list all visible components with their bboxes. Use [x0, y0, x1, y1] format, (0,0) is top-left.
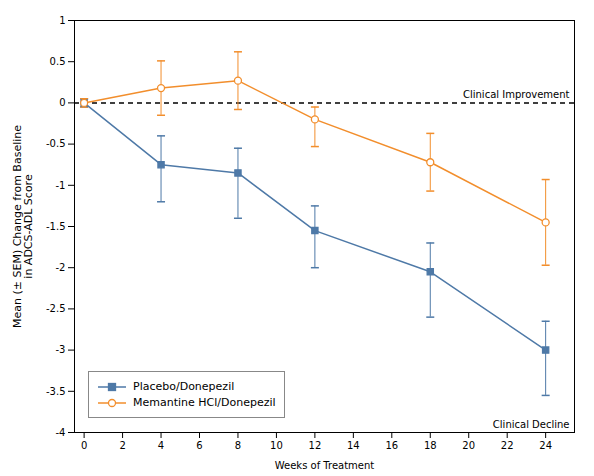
svg-text:Clinical Decline: Clinical Decline — [493, 419, 570, 430]
svg-text:Weeks of Treatment: Weeks of Treatment — [275, 460, 375, 471]
html-text:Placebo/Donepezil: Placebo/Donepezil — [133, 380, 235, 393]
svg-text:0.5: 0.5 — [50, 56, 66, 67]
svg-text:Mean (± SEM) Change from Basel: Mean (± SEM) Change from Baselinein ADCS… — [11, 125, 35, 328]
svg-text:-2: -2 — [56, 262, 66, 273]
svg-text:0: 0 — [59, 97, 65, 108]
svg-text:22: 22 — [501, 440, 514, 451]
svg-text:-2.5: -2.5 — [46, 303, 66, 314]
svg-text:0: 0 — [81, 440, 87, 451]
svg-text:-0.5: -0.5 — [46, 138, 66, 149]
svg-text:16: 16 — [385, 440, 398, 451]
svg-text:10: 10 — [270, 440, 283, 451]
svg-text:24: 24 — [539, 440, 552, 451]
svg-text:6: 6 — [196, 440, 202, 451]
svg-text:12: 12 — [309, 440, 322, 451]
svg-text:-3: -3 — [56, 344, 66, 355]
svg-text:8: 8 — [235, 440, 241, 451]
svg-text:20: 20 — [462, 440, 475, 451]
svg-text:Clinical Improvement: Clinical Improvement — [463, 89, 570, 100]
svg-text:2: 2 — [119, 440, 125, 451]
svg-text:-1: -1 — [56, 180, 66, 191]
svg-text:-3.5: -3.5 — [46, 386, 66, 397]
svg-text:-1.5: -1.5 — [46, 221, 66, 232]
svg-text:4: 4 — [158, 440, 164, 451]
svg-text:-4: -4 — [56, 427, 66, 438]
svg-text:1: 1 — [59, 15, 65, 26]
svg-text:14: 14 — [347, 440, 360, 451]
html-text:Memantine HCl/Donepezil: Memantine HCl/Donepezil — [133, 396, 276, 409]
svg-text:18: 18 — [424, 440, 437, 451]
